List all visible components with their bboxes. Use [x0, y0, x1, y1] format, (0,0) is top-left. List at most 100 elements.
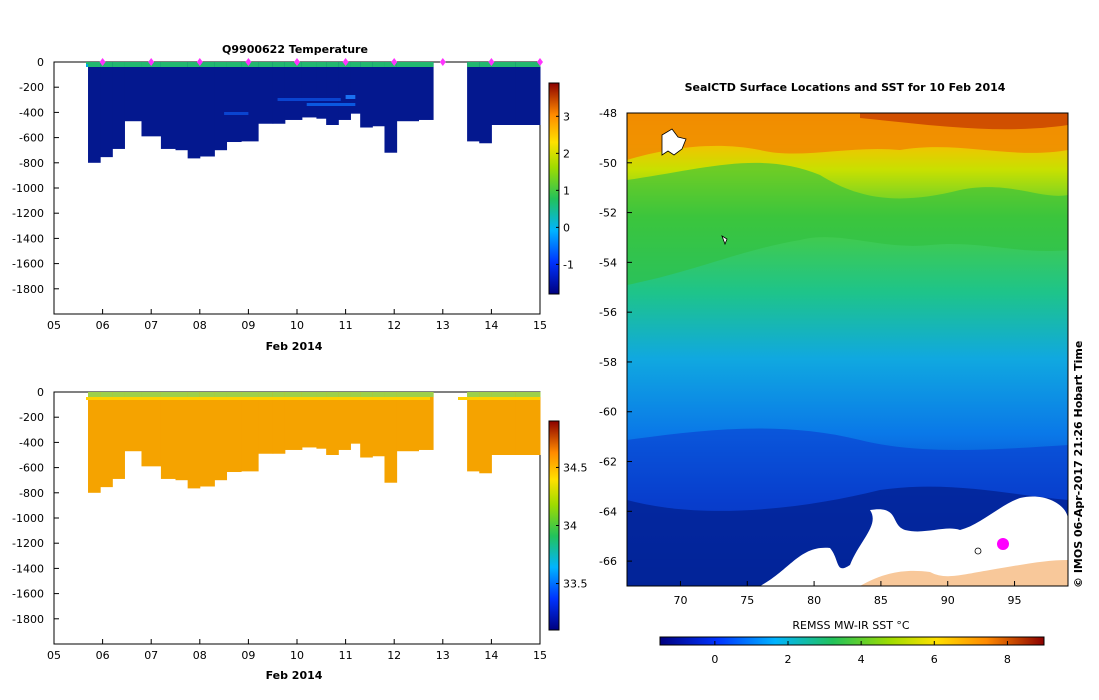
seal-location-marker [997, 538, 1009, 550]
top-xtick-label: 06 [96, 319, 110, 332]
bot-profile-bar [214, 392, 228, 481]
top-surface-bar [372, 62, 385, 67]
top-surface-bar [515, 62, 541, 67]
map-xtick-label: 95 [1008, 594, 1022, 607]
small-island [974, 547, 982, 555]
bot-surface-bar [272, 392, 286, 397]
top-profile-bar [479, 62, 492, 144]
top-xtick-label: 15 [533, 319, 547, 332]
top-station-marker [148, 58, 155, 66]
top-subsurface-streak [277, 98, 341, 101]
top-xtick-label: 13 [436, 319, 450, 332]
bot-surface-bar [467, 392, 480, 397]
top-station-marker [342, 58, 349, 66]
top-surface-bar [112, 62, 125, 67]
top-profile-bar [301, 62, 317, 118]
bot-surface-bar [199, 392, 215, 397]
bot-surface-bar [326, 392, 339, 397]
top-profile-bar [199, 62, 215, 157]
bot-surface-bar [372, 392, 385, 397]
bot-xtick-label: 06 [96, 649, 110, 662]
bot-profile-bar [372, 392, 385, 457]
bot-surface-bar [338, 392, 351, 397]
top-ytick-label: 0 [37, 56, 44, 69]
bot-cbar-ticks-label: 34 [563, 520, 577, 533]
top-surface-bar [396, 62, 419, 67]
bot-profile-bar [112, 392, 125, 479]
top-station-marker [391, 58, 398, 66]
bot-xtick-label: 11 [339, 649, 353, 662]
map-xtick-label: 80 [807, 594, 821, 607]
map-ytick-label: -48 [599, 107, 617, 120]
map-ytick-label: -50 [599, 157, 617, 170]
top-surface-bar [350, 62, 361, 67]
bot-cbar-ticks-label: 34.5 [563, 461, 588, 474]
bot-surface-bar [284, 392, 303, 397]
bottom-profile-bars [86, 392, 541, 493]
bot-surface-bar [112, 392, 125, 397]
bot-surface-bar [418, 392, 434, 397]
top-ytick-label: -400 [19, 106, 44, 119]
top-profile-bar [418, 62, 434, 120]
top-colorbar [548, 82, 560, 295]
bot-surface-bar [515, 392, 541, 397]
top-surface-bar [160, 62, 176, 67]
top-profile-bar [187, 62, 201, 159]
map-ytick-label: -52 [599, 207, 617, 220]
antarctic-ice [760, 496, 1068, 586]
top-profile-bar [88, 62, 101, 163]
top-ytick-label: -1800 [12, 283, 44, 296]
bot-surface-bar [384, 392, 398, 397]
top-chart-title: Q9900622 Temperature [222, 43, 368, 56]
top-profile-bar [372, 62, 385, 127]
top-surface-bar [284, 62, 303, 67]
bot-surface-bar [141, 392, 162, 397]
map-ytick-label: -62 [599, 456, 617, 469]
map-ytick-label: -56 [599, 306, 617, 319]
bot-profile-bar [301, 392, 317, 448]
bot-surface-bar [226, 392, 242, 397]
top-cbar-ticks-label: 1 [563, 184, 570, 197]
bot-ytick-label: -1200 [12, 537, 44, 550]
top-xtick-label: 05 [47, 319, 61, 332]
bot-ytick-label: -800 [19, 487, 44, 500]
top-profile-bar [384, 62, 398, 153]
top-profile-bars [88, 58, 543, 163]
map-ytick-label: -60 [599, 406, 617, 419]
sst-map [627, 113, 1068, 586]
top-xtick-label: 12 [387, 319, 401, 332]
bot-profile-bar [175, 392, 189, 481]
top-ytick-label: -1200 [12, 207, 44, 220]
top-ytick-label: -800 [19, 157, 44, 170]
top-profile-bar [360, 62, 373, 128]
top-profile-bar [316, 62, 327, 119]
top-surface-bar [360, 62, 373, 67]
bot-surface-bar [88, 392, 101, 397]
bot-surface-bar [316, 392, 327, 397]
top-surface-bar [199, 62, 215, 67]
sst-cbar-label: 8 [1004, 653, 1011, 666]
top-cbar-ticks-label: 0 [563, 221, 570, 234]
top-profile-bar [396, 62, 419, 122]
bot-xtick-label: 08 [193, 649, 207, 662]
kerguelen-island [661, 128, 687, 156]
top-ytick-label: -600 [19, 132, 44, 145]
bottom-xlabel: Feb 2014 [266, 669, 323, 682]
bot-profile-bar [272, 392, 286, 454]
bot-xtick-label: 09 [241, 649, 255, 662]
top-surface-bar [214, 62, 228, 67]
top-station-marker [439, 58, 446, 66]
top-subsurface-streak [306, 103, 356, 106]
top-cbar-ticks-label: 2 [563, 147, 570, 160]
top-xtick-label: 11 [339, 319, 353, 332]
bot-xtick-label: 12 [387, 649, 401, 662]
top-surface-bar [241, 62, 259, 67]
bot-profile-bar [199, 392, 215, 487]
map-ytick-label: -58 [599, 356, 617, 369]
top-ytick-label: -1000 [12, 182, 44, 195]
top-xtick-label: 10 [290, 319, 304, 332]
top-ytick-label: -1600 [12, 258, 44, 271]
top-surface-bar [272, 62, 286, 67]
bot-surface-bar [175, 392, 189, 397]
map-title: SealCTD Surface Locations and SST for 10… [685, 81, 1006, 94]
